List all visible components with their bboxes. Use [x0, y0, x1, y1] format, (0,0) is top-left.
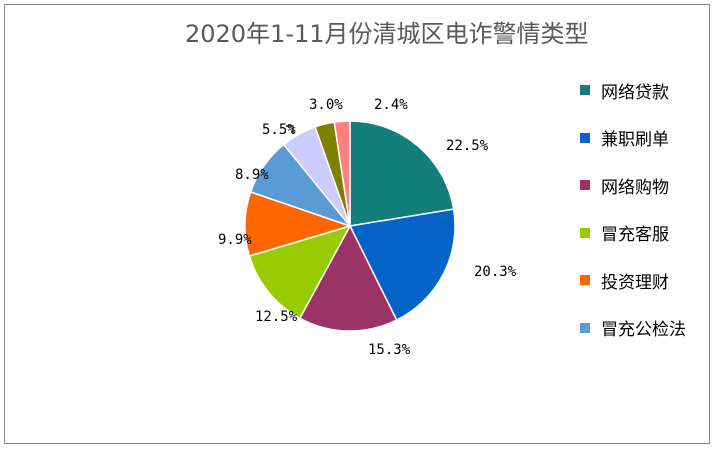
legend-swatch — [580, 275, 590, 286]
slice-percent-label: 8.9% — [235, 167, 269, 183]
legend-item-part-time-brushing: 兼职刷单 — [580, 126, 686, 150]
legend-item-fake-police: 冒充公检法 — [580, 316, 686, 340]
slice-percent-label: 5.5% — [262, 122, 296, 138]
legend-swatch — [580, 85, 590, 95]
legend-label: 冒充客服 — [601, 225, 669, 246]
pie-slice — [348, 208, 456, 322]
legend-item-fake-customer-service: 冒充客服 — [580, 221, 686, 245]
leader-line — [286, 125, 294, 134]
legend-swatch — [580, 322, 590, 333]
legend-label: 投资理财 — [601, 272, 669, 293]
legend-swatch — [580, 132, 590, 143]
slice-percent-label: 12.5% — [255, 309, 298, 325]
legend-item-net-loan: 网络贷款 — [580, 78, 686, 103]
legend-label: 兼职刷单 — [601, 130, 669, 151]
legend-swatch — [580, 227, 590, 238]
legend-item-online-shopping: 网络购物 — [580, 173, 686, 198]
chart-title: 2020年1-11月份清城区电诈警情类型 — [185, 20, 589, 48]
pie-slice — [349, 120, 455, 227]
legend-swatch — [580, 180, 590, 191]
slice-percent-label: 3.0% — [309, 97, 343, 113]
legend-item-investment: 投资理财 — [580, 268, 686, 293]
slice-percent-label: 22.5% — [446, 138, 489, 154]
slice-percent-label: 15.3% — [368, 342, 411, 358]
legend-label: 冒充公检法 — [601, 320, 686, 341]
slice-percent-label: 20.3% — [474, 264, 517, 280]
slice-percent-label: 9.9% — [218, 232, 252, 248]
legend-label: 网络贷款 — [601, 82, 669, 103]
legend-label: 网络购物 — [601, 177, 669, 198]
pie-slice — [298, 224, 398, 332]
slice-percent-label: 2.4% — [374, 97, 408, 113]
chart-legend: 网络贷款 兼职刷单 网络购物 冒充客服 投资理财 冒充公检法 — [580, 78, 686, 364]
pie-slice — [333, 120, 351, 227]
